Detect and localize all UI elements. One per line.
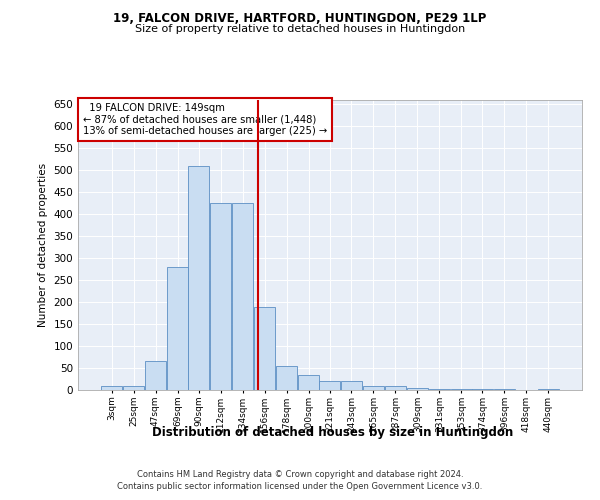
Bar: [188, 166, 209, 390]
Y-axis label: Number of detached properties: Number of detached properties: [38, 163, 48, 327]
Bar: [385, 386, 406, 390]
Bar: [145, 362, 166, 390]
Bar: [429, 388, 450, 390]
Text: 19, FALCON DRIVE, HARTFORD, HUNTINGDON, PE29 1LP: 19, FALCON DRIVE, HARTFORD, HUNTINGDON, …: [113, 12, 487, 26]
Text: Size of property relative to detached houses in Huntingdon: Size of property relative to detached ho…: [135, 24, 465, 34]
Bar: [167, 267, 188, 390]
Bar: [276, 366, 297, 390]
Text: Contains public sector information licensed under the Open Government Licence v3: Contains public sector information licen…: [118, 482, 482, 491]
Bar: [472, 389, 493, 390]
Bar: [123, 386, 144, 390]
Text: Distribution of detached houses by size in Huntingdon: Distribution of detached houses by size …: [152, 426, 514, 439]
Bar: [494, 389, 515, 390]
Bar: [363, 386, 384, 390]
Bar: [254, 306, 275, 390]
Text: 19 FALCON DRIVE: 149sqm
← 87% of detached houses are smaller (1,448)
13% of semi: 19 FALCON DRIVE: 149sqm ← 87% of detache…: [83, 103, 327, 136]
Bar: [298, 374, 319, 390]
Bar: [101, 386, 122, 390]
Bar: [341, 381, 362, 390]
Bar: [210, 204, 231, 390]
Bar: [232, 204, 253, 390]
Bar: [451, 389, 472, 390]
Bar: [407, 388, 428, 390]
Text: Contains HM Land Registry data © Crown copyright and database right 2024.: Contains HM Land Registry data © Crown c…: [137, 470, 463, 479]
Bar: [538, 389, 559, 390]
Bar: [319, 381, 340, 390]
